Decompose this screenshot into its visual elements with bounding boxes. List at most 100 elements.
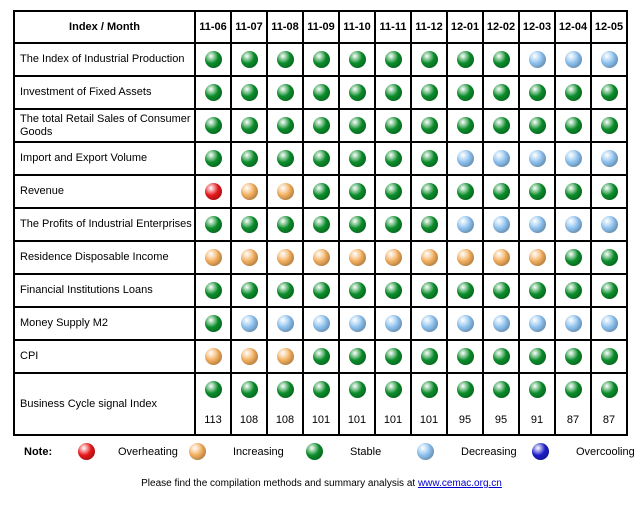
increasing-signal-icon bbox=[240, 182, 258, 200]
stable-signal-icon bbox=[312, 116, 330, 134]
increasing-signal-icon bbox=[276, 182, 294, 200]
stable-signal-icon bbox=[600, 381, 618, 399]
signal-cell bbox=[194, 108, 232, 143]
stable-signal-icon bbox=[456, 347, 474, 365]
stable-signal-icon bbox=[528, 347, 546, 365]
signal-cell bbox=[302, 207, 340, 242]
stable-signal-icon bbox=[306, 443, 323, 460]
stable-signal-icon bbox=[204, 381, 222, 399]
signal-table: Index / Month 11-06 11-07 11-08 11-09 11-10 1… bbox=[13, 10, 628, 436]
stable-signal-icon bbox=[420, 182, 438, 200]
stable-signal-icon bbox=[420, 50, 438, 68]
legend-label: Stable bbox=[350, 446, 382, 458]
decreasing-signal-icon bbox=[492, 149, 510, 167]
signal-cell bbox=[194, 207, 232, 242]
signal-cell bbox=[302, 108, 340, 143]
stable-signal-icon bbox=[420, 149, 438, 167]
stable-signal-icon bbox=[240, 215, 258, 233]
signal-cell bbox=[482, 339, 520, 374]
decreasing-signal-icon bbox=[456, 149, 474, 167]
month-header: 11-08 bbox=[266, 10, 304, 44]
signal-cell bbox=[446, 306, 484, 341]
signal-cell bbox=[266, 174, 304, 209]
increasing-signal-icon bbox=[240, 347, 258, 365]
stable-signal-icon bbox=[420, 116, 438, 134]
signal-cell bbox=[446, 240, 484, 275]
decreasing-signal-icon bbox=[420, 314, 438, 332]
signal-cell bbox=[302, 339, 340, 374]
cycle-index-value: 113 bbox=[194, 406, 232, 436]
signal-cell bbox=[302, 273, 340, 308]
signal-cell bbox=[482, 372, 520, 406]
increasing-signal-icon bbox=[420, 248, 438, 266]
stable-signal-icon bbox=[528, 83, 546, 101]
stable-signal-icon bbox=[312, 281, 330, 299]
signal-cell bbox=[374, 306, 412, 341]
signal-cell bbox=[338, 108, 376, 143]
indicator-row: Financial Institutions Loans bbox=[13, 273, 628, 308]
stable-signal-icon bbox=[492, 381, 510, 399]
decreasing-signal-icon bbox=[348, 314, 366, 332]
decreasing-signal-icon bbox=[456, 314, 474, 332]
footer-link[interactable]: www.cemac.org.cn bbox=[417, 478, 502, 489]
signal-cell bbox=[230, 306, 268, 341]
stable-signal-icon bbox=[312, 83, 330, 101]
indicator-row: CPI bbox=[13, 339, 628, 374]
legend-label: Overheating bbox=[118, 446, 178, 458]
stable-signal-icon bbox=[348, 83, 366, 101]
decreasing-signal-icon bbox=[276, 314, 294, 332]
signal-cell bbox=[410, 240, 448, 275]
signal-cell bbox=[410, 339, 448, 374]
signal-cell bbox=[302, 240, 340, 275]
signal-cell bbox=[230, 141, 268, 176]
stable-signal-icon bbox=[240, 381, 258, 399]
increasing-signal-icon bbox=[189, 443, 206, 460]
stable-signal-icon bbox=[528, 281, 546, 299]
stable-signal-icon bbox=[348, 182, 366, 200]
signal-cell bbox=[554, 207, 592, 242]
signal-cell bbox=[338, 42, 376, 77]
stable-signal-icon bbox=[204, 281, 222, 299]
stable-signal-icon bbox=[276, 149, 294, 167]
signal-cell bbox=[266, 75, 304, 110]
signal-cell bbox=[194, 75, 232, 110]
indicator-row: The Profits of Industrial Enterprises bbox=[13, 207, 628, 242]
signal-cell bbox=[446, 372, 484, 406]
signal-cell bbox=[590, 75, 628, 110]
signal-cell bbox=[230, 42, 268, 77]
stable-signal-icon bbox=[420, 215, 438, 233]
signal-cell bbox=[230, 207, 268, 242]
signal-cell bbox=[266, 108, 304, 143]
signal-cell bbox=[230, 108, 268, 143]
table-body: The Index of Industrial Production Invest… bbox=[13, 42, 628, 436]
indicator-label: CPI bbox=[13, 339, 196, 374]
signal-cell bbox=[518, 240, 556, 275]
signal-cell bbox=[338, 207, 376, 242]
cycle-index-value: 108 bbox=[230, 406, 268, 436]
stable-signal-icon bbox=[276, 281, 294, 299]
stable-signal-icon bbox=[240, 149, 258, 167]
signal-cell bbox=[482, 207, 520, 242]
decreasing-signal-icon bbox=[384, 314, 402, 332]
signal-cell bbox=[482, 306, 520, 341]
stable-signal-icon bbox=[204, 149, 222, 167]
stable-signal-icon bbox=[204, 215, 222, 233]
stable-signal-icon bbox=[564, 83, 582, 101]
month-header: 12-01 bbox=[446, 10, 484, 44]
increasing-signal-icon bbox=[384, 248, 402, 266]
stable-signal-icon bbox=[564, 182, 582, 200]
stable-signal-icon bbox=[600, 83, 618, 101]
decreasing-signal-icon bbox=[528, 149, 546, 167]
signal-cell bbox=[482, 42, 520, 77]
decreasing-signal-icon bbox=[564, 314, 582, 332]
stable-signal-icon bbox=[492, 50, 510, 68]
signal-cell bbox=[266, 240, 304, 275]
signal-cell bbox=[446, 108, 484, 143]
indicator-label: Investment of Fixed Assets bbox=[13, 75, 196, 110]
stable-signal-icon bbox=[600, 182, 618, 200]
stable-signal-icon bbox=[420, 347, 438, 365]
month-header: 11-10 bbox=[338, 10, 376, 44]
signal-cell bbox=[410, 75, 448, 110]
overcooling-signal-icon bbox=[532, 443, 549, 460]
signal-cell bbox=[266, 339, 304, 374]
